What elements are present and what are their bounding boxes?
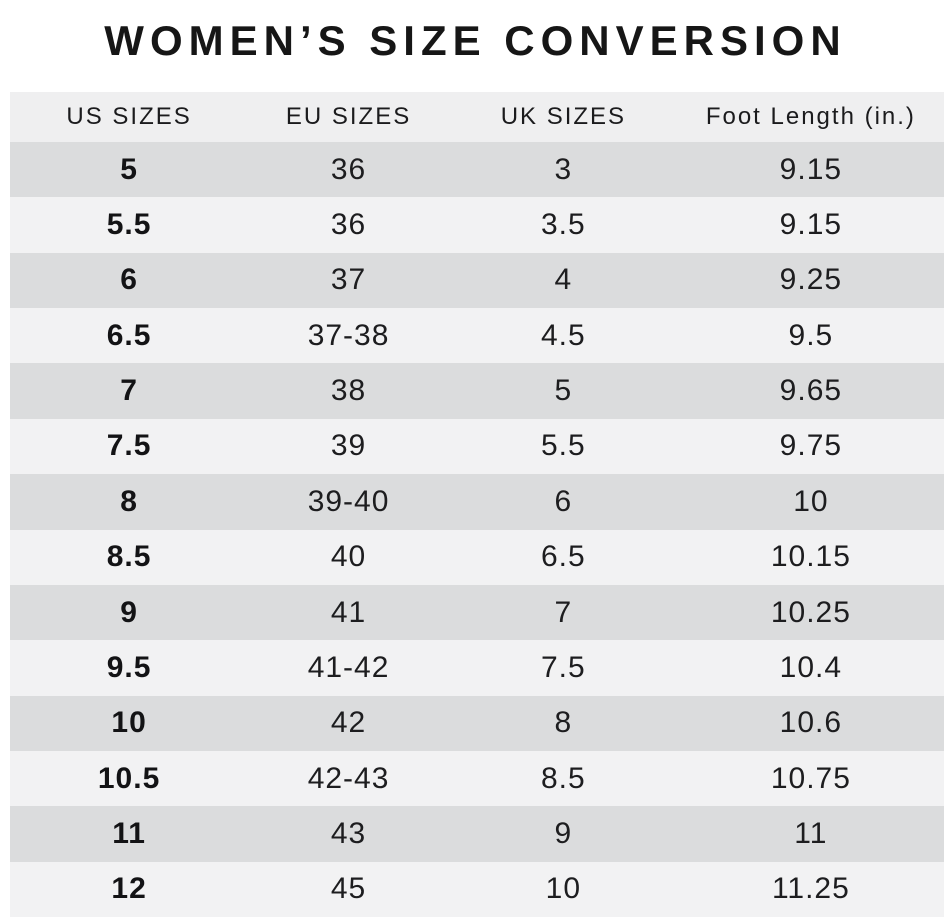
column-header-uk-sizes: UK SIZES (500, 103, 627, 130)
cell-us-sizes: 5 (120, 152, 138, 186)
table-row: 7.5 39 5.5 9.75 (10, 418, 944, 475)
cell-uk-sizes: 8.5 (541, 761, 586, 795)
cell-foot-length: 11.25 (771, 872, 850, 906)
cell-foot-length: 11 (794, 816, 828, 850)
cell-foot-length: 10.75 (770, 761, 851, 795)
cell-eu-sizes: 37-38 (307, 318, 390, 352)
cell-foot-length: 9.25 (779, 263, 843, 297)
table-row: 7 38 5 9.65 (10, 363, 944, 419)
cell-foot-length: 10 (793, 484, 829, 518)
table-header-row: US SIZES EU SIZES UK SIZES Foot Length (in.… (10, 92, 944, 142)
cell-us-sizes: 6.5 (106, 318, 152, 352)
cell-eu-sizes: 39-40 (307, 484, 390, 518)
cell-us-sizes: 9 (120, 595, 138, 629)
cell-eu-sizes: 41-42 (307, 650, 390, 684)
cell-uk-sizes: 10 (545, 872, 582, 906)
cell-uk-sizes: 7.5 (541, 650, 586, 684)
cell-uk-sizes: 5.5 (541, 429, 586, 463)
table-row: 6 37 4 9.25 (10, 252, 944, 309)
cell-us-sizes: 10.5 (97, 761, 161, 795)
table-row: 5.5 36 3.5 9.15 (10, 197, 944, 253)
cell-eu-sizes: 42 (330, 706, 367, 740)
cell-uk-sizes: 9 (554, 816, 573, 850)
cell-uk-sizes: 4 (554, 263, 573, 297)
table-row: 10 42 8 10.6 (10, 695, 944, 751)
cell-eu-sizes: 43 (330, 816, 367, 850)
cell-us-sizes: 12 (111, 872, 147, 906)
size-conversion-table: US SIZES EU SIZES UK SIZES Foot Length (in.… (10, 92, 944, 917)
cell-foot-length: 9.75 (779, 429, 843, 463)
table-row: 8.5 40 6.5 10.15 (10, 529, 944, 585)
column-header-eu-sizes: EU SIZES (285, 103, 412, 130)
cell-eu-sizes: 36 (330, 152, 367, 186)
table-row: 9.5 41-42 7.5 10.4 (10, 640, 944, 696)
cell-uk-sizes: 6.5 (541, 540, 586, 574)
cell-eu-sizes: 37 (330, 263, 367, 297)
cell-us-sizes: 9.5 (106, 650, 152, 684)
cell-uk-sizes: 8 (554, 706, 573, 740)
column-header-foot-length: Foot Length (in.) (705, 103, 916, 130)
cell-eu-sizes: 38 (330, 374, 367, 408)
table-row: 8 39-40 6 10 (10, 474, 944, 530)
title-band: WOMEN’S SIZE CONVERSION (0, 0, 951, 92)
cell-foot-length: 10.25 (770, 595, 851, 629)
cell-us-sizes: 11 (112, 816, 146, 850)
cell-uk-sizes: 6 (554, 484, 573, 518)
cell-eu-sizes: 40 (330, 540, 367, 574)
cell-foot-length: 10.4 (779, 650, 843, 684)
cell-uk-sizes: 3 (554, 152, 573, 186)
cell-us-sizes: 8 (120, 484, 138, 518)
table-body: 5 36 3 9.15 5.5 36 3.5 9.15 6 37 4 9.25 6.5 37-38 4.5 9… (10, 142, 944, 917)
cell-us-sizes: 5.5 (106, 208, 152, 242)
cell-us-sizes: 6 (120, 263, 138, 297)
column-header-us-sizes: US SIZES (66, 103, 192, 130)
cell-eu-sizes: 45 (330, 872, 367, 906)
cell-eu-sizes: 41 (330, 595, 367, 629)
cell-us-sizes: 7 (120, 374, 138, 408)
cell-us-sizes: 7.5 (106, 429, 152, 463)
cell-us-sizes: 10 (111, 706, 147, 740)
table-row: 10.5 42-43 8.5 10.75 (10, 750, 944, 807)
cell-uk-sizes: 5 (554, 374, 573, 408)
cell-eu-sizes: 36 (330, 208, 367, 242)
cell-eu-sizes: 42-43 (307, 761, 390, 795)
table-row: 5 36 3 9.15 (10, 142, 944, 198)
cell-uk-sizes: 7 (554, 595, 573, 629)
cell-eu-sizes: 39 (330, 429, 367, 463)
table-row: 11 43 9 11 (10, 806, 944, 862)
cell-uk-sizes: 3.5 (541, 208, 586, 242)
cell-uk-sizes: 4.5 (541, 318, 586, 352)
table-row: 12 45 10 11.25 (10, 861, 944, 917)
cell-us-sizes: 8.5 (106, 540, 152, 574)
cell-foot-length: 9.5 (788, 318, 834, 352)
page-title: WOMEN’S SIZE CONVERSION (104, 17, 847, 64)
cell-foot-length: 9.15 (779, 152, 843, 186)
cell-foot-length: 9.65 (779, 374, 843, 408)
cell-foot-length: 9.15 (779, 208, 843, 242)
cell-foot-length: 10.6 (779, 706, 843, 740)
table-row: 9 41 7 10.25 (10, 584, 944, 641)
table-row: 6.5 37-38 4.5 9.5 (10, 308, 944, 364)
cell-foot-length: 10.15 (770, 540, 851, 574)
